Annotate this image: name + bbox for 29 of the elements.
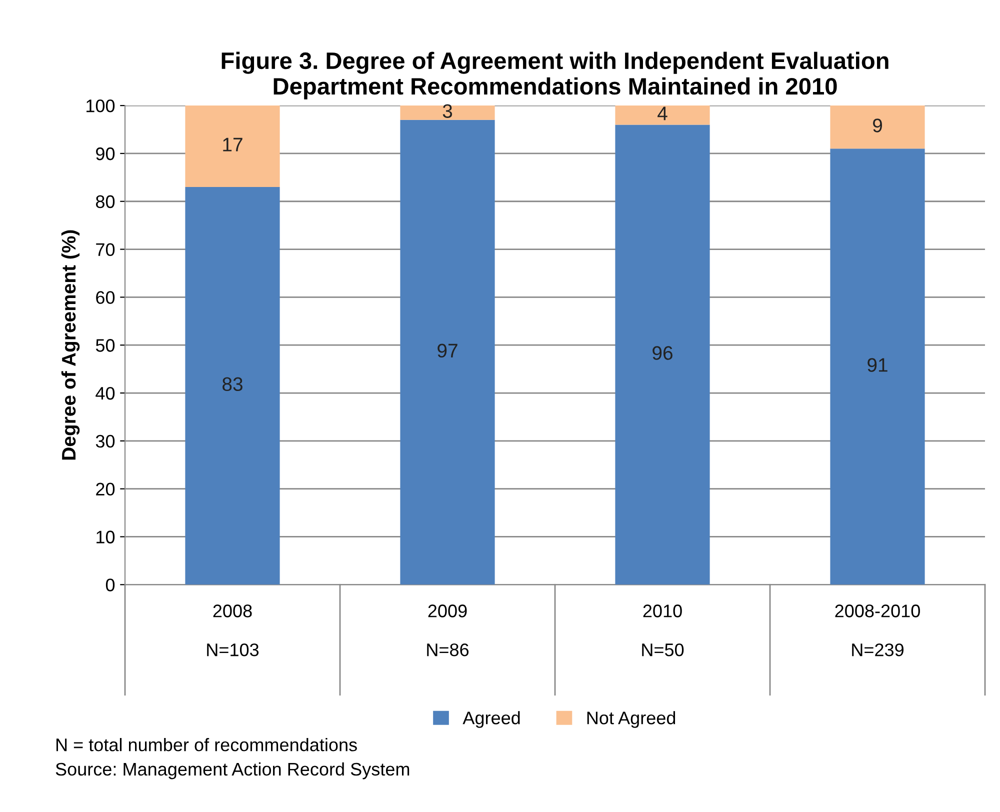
data-label: 17 xyxy=(223,138,242,152)
text: N = total number of recommendations xyxy=(56,738,357,752)
y-tick-label: 70 xyxy=(96,243,115,256)
y-tick-label: 90 xyxy=(96,147,115,160)
y-tick-label: 40 xyxy=(96,386,115,400)
y-tick-label: 60 xyxy=(96,291,115,304)
y-tick-label: 80 xyxy=(96,195,115,208)
data-label: 83 xyxy=(222,377,242,392)
legend-label: Agreed xyxy=(462,711,520,728)
y-tick-label: 100 xyxy=(86,99,115,112)
data-label: 9 xyxy=(873,118,882,132)
y-tick-label: 10 xyxy=(96,530,115,544)
data-label: 91 xyxy=(868,358,888,372)
y-tick-label: 20 xyxy=(96,482,115,496)
y-tick-label: 50 xyxy=(96,339,115,352)
data-label: 3 xyxy=(442,104,452,118)
category-label: 2008 N=103 xyxy=(207,604,259,656)
legend-label: Not Agreed xyxy=(587,711,676,728)
y-tick-label: 30 xyxy=(96,434,115,448)
source-note: Source: Management Action Record System xyxy=(56,762,410,780)
y-axis-title: Degree of Agreement (%) xyxy=(61,230,80,460)
category-label: 2009 N=86 xyxy=(427,604,469,656)
category-label: 2008-2010 N=239 xyxy=(835,604,920,656)
category-label: 2010 N=50 xyxy=(642,604,684,656)
data-label: 96 xyxy=(652,346,672,360)
data-label: 97 xyxy=(438,344,458,358)
chart-title: Figure 3. Degree of Agreement with Independent Evaluation Department Recommendations Maintained in 2010 xyxy=(222,52,888,100)
y-tick-label: 0 xyxy=(106,578,115,592)
data-label: 4 xyxy=(658,106,668,120)
